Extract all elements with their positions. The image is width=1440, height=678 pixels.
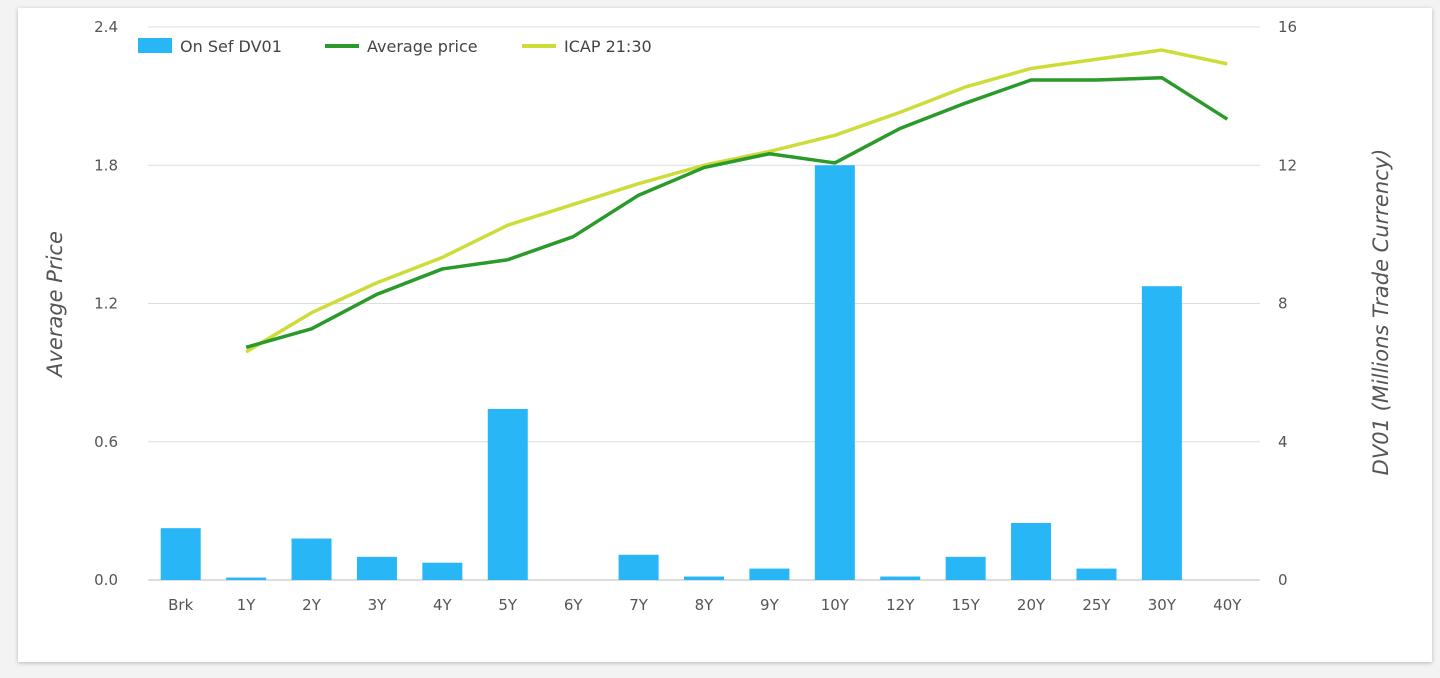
right-tick-label: 4 [1278,433,1288,451]
x-tick-label: 9Y [760,596,780,614]
left-tick-label: 0.0 [94,571,118,589]
bar[interactable] [422,562,463,580]
right-tick-label: 8 [1278,295,1288,313]
bar[interactable] [160,528,201,580]
legend-item[interactable]: Average price [325,37,478,56]
x-tick-label: 8Y [695,596,715,614]
x-tick-label: 2Y [302,596,322,614]
x-tick-label: 30Y [1148,596,1177,614]
x-tick-label: 3Y [368,596,388,614]
legend-label: Average price [367,37,478,56]
bar-series [160,165,1182,580]
combo-chart: 0.0 0.6 1.2 1.8 2.4 0 4 8 12 16 Brk 1Y 2Y 3Y 4Y 5Y 6Y 7… [43,18,1393,614]
bar[interactable] [226,577,267,580]
right-tick-label: 12 [1278,156,1297,174]
x-tick-label: 25Y [1082,596,1111,614]
left-tick-label: 1.2 [94,295,118,313]
bar[interactable] [618,554,659,580]
x-tick-label: 7Y [629,596,649,614]
x-tick-label: 1Y [237,596,257,614]
left-tick-label: 0.6 [94,433,118,451]
x-tick-label: 5Y [498,596,518,614]
x-axis-ticks: Brk 1Y 2Y 3Y 4Y 5Y 6Y 7Y 8Y 9Y 10Y 12Y 15Y 20Y 25Y 30Y 4… [168,596,1242,614]
bar[interactable] [1076,568,1117,580]
right-tick-label: 0 [1278,571,1288,589]
legend-item[interactable]: On Sef DV01 [138,37,282,56]
line-series [245,48,1229,354]
legend-label: On Sef DV01 [180,37,282,56]
bar[interactable] [880,576,921,580]
chart-card: 0.0 0.6 1.2 1.8 2.4 0 4 8 12 16 Brk 1Y 2Y 3Y 4Y 5Y 6Y 7… [18,8,1432,662]
x-tick-label: 10Y [821,596,850,614]
bar[interactable] [487,408,528,580]
bar[interactable] [814,165,855,580]
right-tick-label: 16 [1278,18,1297,36]
series-line[interactable] [245,75,1229,349]
x-tick-label: 40Y [1213,596,1242,614]
bar[interactable] [356,556,397,580]
right-axis-title: DV01 (Millions Trade Currency) [1369,149,1393,476]
x-tick-label: 4Y [433,596,453,614]
left-axis-title: Average Price [43,231,67,379]
right-axis-ticks: 0 4 8 12 16 [1278,18,1297,589]
x-tick-label: 6Y [564,596,584,614]
bar[interactable] [749,568,790,580]
bar[interactable] [684,576,724,580]
x-tick-label: 20Y [1017,596,1046,614]
bar[interactable] [1011,522,1052,580]
legend-swatch [138,38,172,53]
x-tick-label: 15Y [952,596,981,614]
legend: On Sef DV01 Average price ICAP 21:30 [138,37,652,56]
x-tick-label: 12Y [886,596,915,614]
legend-item[interactable]: ICAP 21:30 [522,37,652,56]
left-axis-ticks: 0.0 0.6 1.2 1.8 2.4 [94,18,118,589]
legend-label: ICAP 21:30 [564,37,652,56]
gridlines [148,26,1260,581]
bar[interactable] [291,538,332,580]
left-tick-label: 1.8 [94,156,118,174]
series-line[interactable] [245,48,1228,354]
bar[interactable] [945,556,986,580]
bar[interactable] [1141,286,1182,580]
left-tick-label: 2.4 [94,18,118,36]
x-tick-label: Brk [168,596,193,614]
